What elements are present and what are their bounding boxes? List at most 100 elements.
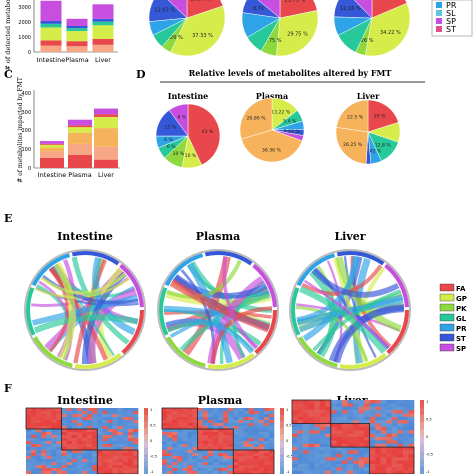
heatmap-cell	[253, 411, 260, 415]
heatmap-cluster-box	[96, 449, 139, 474]
heatmap-cell	[253, 447, 260, 451]
heatmap-cell	[177, 453, 183, 457]
bar-segment	[40, 27, 62, 41]
heatmap-cell	[36, 441, 42, 445]
heatmap-cell	[102, 438, 108, 442]
heatmap-cell	[223, 465, 229, 469]
heatmap-cell	[369, 440, 376, 445]
heatmap-cell	[197, 420, 204, 424]
heatmap-cell	[303, 410, 309, 414]
heatmap-cell	[263, 411, 270, 415]
heatmap-cell	[92, 429, 98, 433]
heatmap-cell	[51, 465, 57, 469]
heatmap-cell	[41, 423, 47, 427]
heatmap-cell	[122, 471, 129, 474]
heatmap-cell	[297, 457, 304, 461]
heatmap-cell	[358, 406, 365, 411]
heatmap-cell	[341, 406, 348, 411]
heatmap-cluster-box	[161, 407, 199, 430]
heatmap-cell	[132, 435, 139, 439]
bar-segment	[40, 157, 64, 168]
heatmap-cell	[391, 406, 398, 411]
heatmap-cell	[207, 429, 214, 433]
heatmap-cell	[268, 462, 275, 466]
heatmap-cell	[308, 423, 315, 428]
panel-c-ytick: 100	[21, 147, 31, 153]
heatmap-cell	[375, 410, 382, 414]
heatmap-cell	[107, 408, 113, 412]
heatmap-cell	[202, 453, 209, 457]
chord-ribbon	[296, 256, 360, 323]
heatmap-cell	[51, 420, 57, 424]
heatmap-cell	[197, 456, 204, 460]
heatmap-cell	[358, 440, 365, 445]
heatmap-cell	[391, 423, 398, 428]
heatmap-cell	[51, 408, 57, 412]
heatmap-cell	[341, 403, 348, 408]
heatmap-cell	[66, 429, 73, 433]
heatmap-cell	[112, 435, 118, 439]
heatmap-cell	[117, 465, 124, 469]
heatmap-cell	[330, 453, 337, 458]
pie-slice	[364, 2, 411, 57]
colorbar-tick: -1	[426, 470, 430, 474]
heatmap-cell	[172, 429, 178, 433]
heatmap-cell	[162, 444, 168, 448]
heatmap-cell	[303, 460, 309, 465]
heatmap-cell	[162, 432, 168, 436]
heatmap-cell	[87, 462, 93, 466]
panel-d: D Relative levels of metabolites altered…	[136, 68, 425, 169]
heatmap-cell	[347, 433, 354, 438]
heatmap-cell	[258, 420, 265, 424]
heatmap-cell	[207, 417, 214, 421]
heatmap-cell	[402, 433, 409, 438]
heatmap-cell	[341, 443, 348, 448]
pie-label: 22.5 %	[347, 114, 364, 120]
heatmap-cell	[375, 460, 382, 465]
heatmap-cell	[292, 420, 298, 424]
heatmap-cell	[325, 453, 332, 458]
heatmap-cell	[41, 420, 47, 424]
heatmap-cell	[408, 426, 415, 431]
heatmap-cell	[41, 471, 47, 474]
heatmap-cell	[375, 413, 382, 418]
heatmap-cell	[297, 403, 304, 408]
bar-segment	[40, 40, 62, 46]
heatmap-cell	[212, 429, 219, 433]
heatmap-cell	[26, 429, 32, 433]
heatmap-cell	[258, 432, 265, 436]
heatmap-cell	[263, 468, 270, 472]
heatmap-cluster-box	[330, 423, 371, 448]
heatmap-cell	[202, 465, 209, 469]
heatmap-cell	[162, 462, 168, 466]
heatmap-cell	[162, 450, 168, 454]
heatmap-cell	[233, 423, 239, 427]
heatmap-cell	[26, 447, 32, 451]
heatmap-cell	[228, 459, 234, 463]
heatmap-cell	[297, 413, 304, 418]
heatmap-cell	[223, 453, 229, 457]
heatmap-cell	[26, 417, 32, 421]
heatmap-cell	[253, 426, 260, 430]
heatmap-cell	[97, 408, 103, 412]
bar-segment	[66, 46, 88, 52]
heatmap-cell	[167, 465, 173, 469]
heatmap-cell	[233, 408, 239, 412]
heatmap-cell	[197, 435, 204, 439]
heatmap-cell	[66, 438, 73, 442]
heatmap-cluster-box	[25, 407, 63, 430]
pie-label: 34.22 %	[380, 30, 401, 36]
heatmap-cell	[238, 444, 244, 448]
heatmap-cell	[122, 417, 129, 421]
heatmap-cell	[51, 447, 57, 451]
heatmap-cell	[71, 426, 78, 430]
heatmap-cell	[71, 423, 78, 427]
heatmap-cell	[122, 423, 129, 427]
heatmap-cell	[330, 437, 337, 441]
heatmap-cell	[202, 414, 209, 418]
legend-swatch-st	[436, 26, 442, 32]
heatmap-cell	[177, 468, 183, 472]
colorbar-tick: 1	[286, 408, 288, 412]
heatmap-cell	[202, 438, 209, 442]
heatmap-cell	[61, 420, 68, 424]
